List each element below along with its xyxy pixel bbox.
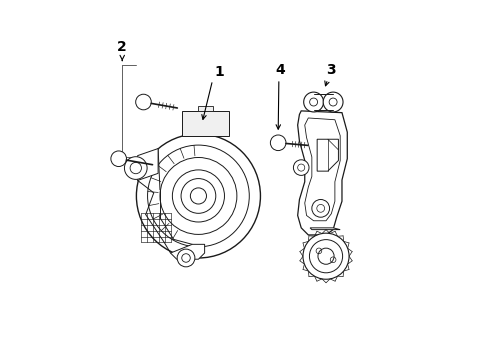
Text: 2: 2	[117, 40, 127, 54]
Circle shape	[270, 135, 285, 150]
Circle shape	[124, 157, 147, 179]
Circle shape	[311, 199, 329, 217]
Circle shape	[303, 92, 323, 112]
Circle shape	[172, 170, 224, 222]
Text: 1: 1	[214, 65, 224, 79]
Polygon shape	[309, 228, 340, 230]
Circle shape	[135, 94, 151, 110]
Polygon shape	[313, 94, 332, 111]
Polygon shape	[297, 111, 346, 235]
Polygon shape	[170, 244, 204, 259]
Polygon shape	[182, 111, 228, 136]
Text: 4: 4	[275, 63, 284, 77]
Circle shape	[303, 233, 348, 279]
Circle shape	[293, 160, 308, 175]
Polygon shape	[317, 139, 338, 171]
Circle shape	[111, 151, 126, 167]
Circle shape	[177, 249, 195, 267]
Polygon shape	[137, 149, 158, 180]
Polygon shape	[198, 105, 212, 111]
Circle shape	[136, 134, 260, 258]
Circle shape	[323, 92, 343, 112]
Text: 3: 3	[326, 63, 335, 77]
